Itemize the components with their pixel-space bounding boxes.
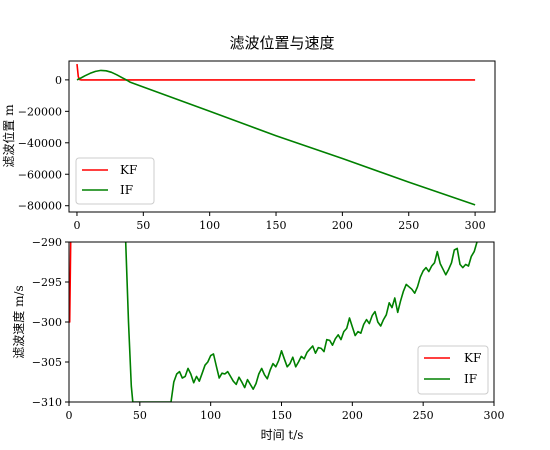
x-tick-label: 0 — [73, 219, 80, 232]
y-tick-label: −305 — [32, 356, 62, 369]
y-tick-label: −300 — [32, 316, 62, 329]
y-tick-label: −295 — [32, 276, 62, 289]
velocity-subplot: 滤波速度 m/s 0 50 100 150 200 250 300 −290 −295 −300 −… — [11, 236, 505, 442]
legend: KF IF — [75, 157, 155, 205]
plot-frame — [68, 241, 495, 403]
y-tick-label: −310 — [32, 396, 62, 409]
series-line-if — [124, 242, 478, 402]
y-tick-label: 0 — [55, 74, 62, 87]
x-tick-label: 200 — [342, 409, 363, 422]
y-axis-label: 滤波速度 m/s — [11, 285, 26, 358]
series-line-kf — [76, 64, 476, 81]
y-tick-label: −290 — [32, 236, 62, 249]
legend: KF IF — [417, 345, 489, 395]
x-tick-label: 50 — [133, 409, 147, 422]
y-tick-label: −60000 — [18, 168, 62, 181]
x-tick-label: 300 — [484, 409, 505, 422]
x-tick-label: 250 — [398, 219, 419, 232]
x-tick-label: 300 — [465, 219, 486, 232]
chart-title: 滤波位置与速度 — [229, 34, 334, 52]
x-tick-label: 150 — [271, 409, 292, 422]
plot-frame — [68, 60, 496, 213]
x-tick-label: 100 — [200, 409, 221, 422]
x-axis-label: 时间 t/s — [261, 428, 304, 442]
axis-ticks: 0 50 100 150 200 250 300 −290 −295 −300 −305 −310 — [32, 236, 505, 422]
series-lines — [76, 64, 476, 206]
x-tick-label: 0 — [66, 409, 73, 422]
legend-if-label: IF — [120, 183, 133, 197]
x-tick-label: 200 — [332, 219, 353, 232]
x-tick-label: 50 — [136, 219, 150, 232]
axis-ticks: 0 50 100 150 200 250 300 0 −20000 −40000 −60000 −80… — [18, 74, 486, 232]
series-line-if — [76, 69, 476, 206]
position-subplot: 滤波位置与速度 滤波位置 m 0 50 100 150 200 250 300 0 −20000… — [1, 34, 496, 232]
x-tick-label: 150 — [266, 219, 287, 232]
legend-if-label: IF — [464, 372, 477, 386]
legend-kf-label: KF — [464, 351, 481, 365]
y-axis-label: 滤波位置 m — [1, 104, 16, 168]
legend-box — [75, 157, 155, 205]
y-tick-label: −80000 — [18, 200, 62, 213]
y-tick-label: −20000 — [18, 105, 62, 118]
y-tick-label: −40000 — [18, 137, 62, 150]
x-tick-label: 250 — [413, 409, 434, 422]
x-tick-label: 100 — [199, 219, 220, 232]
legend-kf-label: KF — [120, 163, 137, 177]
